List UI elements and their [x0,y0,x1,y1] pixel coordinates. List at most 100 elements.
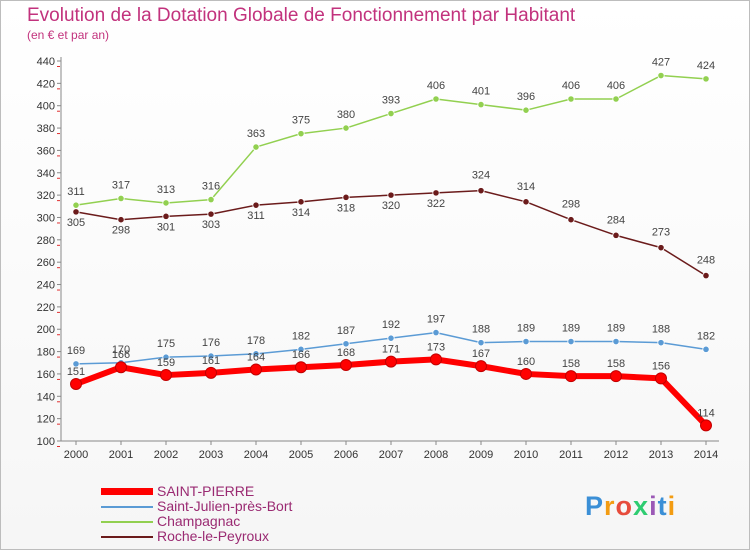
x-tick-label: 2013 [649,449,673,461]
data-label: 169 [67,345,85,357]
y-tick-label: 220 [37,302,55,314]
data-label: 167 [472,348,490,360]
data-label: 375 [292,115,310,127]
data-point [612,337,620,346]
data-label: 166 [292,349,310,361]
data-point [297,198,305,206]
legend-label: Saint-Julien-près-Bort [157,498,293,514]
data-label: 182 [292,330,310,342]
legend-item: Saint-Julien-près-Bort [101,499,292,514]
legend-label: Roche-le-Peyroux [157,528,270,544]
data-label: 427 [652,57,670,69]
y-tick-label: 160 [37,369,55,381]
data-point [207,352,215,360]
data-label: 305 [67,217,85,229]
logo-letter: r [604,491,616,521]
data-point [117,194,125,203]
data-point [162,353,170,361]
data-label: 159 [157,357,175,369]
data-label: 160 [517,356,535,368]
y-tick-label: 380 [37,123,55,135]
chart-title: Evolution de la Dotation Globale de Fonc… [27,5,576,26]
data-label: 187 [337,325,355,337]
data-label: 158 [562,358,580,370]
data-label: 166 [112,349,130,361]
legend-swatch [101,535,153,538]
data-point [565,370,577,383]
data-point [162,212,170,220]
logo-letter: x [633,491,650,521]
legend-swatch [101,520,153,523]
x-tick-label: 2003 [199,449,223,461]
legend-item: Roche-le-Peyroux [101,529,292,544]
legend-label: Champagnac [157,513,241,529]
data-point [522,106,530,114]
data-point [297,130,305,138]
data-label: 171 [382,344,400,356]
logo-letter: o [615,491,634,521]
data-point [252,350,260,358]
data-label: 178 [247,335,265,347]
data-label: 301 [157,221,175,233]
data-point [205,366,217,379]
data-label: 322 [427,198,445,210]
data-label: 189 [517,323,535,335]
data-point [117,216,125,224]
data-point [432,189,440,197]
data-label: 424 [697,60,715,72]
chart-subtitle: (en € et par an) [27,28,110,42]
data-label: 170 [112,344,130,356]
data-point [432,328,440,337]
data-label: 197 [427,314,445,326]
legend-item: Champagnac [101,514,292,529]
data-point [522,337,530,346]
legend: SAINT-PIERRE Saint-Julien-près-Bort Champa… [101,484,292,544]
data-point [657,339,665,347]
data-label: 401 [472,86,490,98]
y-tick-label: 320 [37,190,55,202]
data-label: 303 [202,219,220,231]
data-point [252,201,260,209]
x-tick-label: 2014 [694,449,718,461]
data-point [387,334,395,342]
data-label: 273 [652,227,670,239]
data-point [430,353,442,366]
y-tick-label: 420 [37,78,55,90]
data-point [342,193,350,201]
legend-label: SAINT-PIERRE [157,483,255,499]
x-tick-label: 2012 [604,449,628,461]
data-point [520,367,532,380]
data-point [162,199,170,207]
y-tick-label: 440 [37,56,55,68]
data-point [387,191,395,199]
data-point [207,210,215,218]
data-label: 182 [697,330,715,342]
data-point [657,71,665,80]
x-tick-label: 2007 [379,449,403,461]
data-point [252,143,260,151]
data-point [702,75,710,83]
data-point [612,231,620,239]
data-label: 189 [607,323,625,335]
proxiti-logo: Proxiti [585,491,676,522]
legend-item: SAINT-PIERRE [101,484,292,499]
data-point [477,339,485,347]
data-label: 151 [67,366,85,378]
data-point [72,208,80,216]
data-point [567,216,575,224]
data-label: 298 [112,225,130,237]
data-label: 406 [607,80,625,92]
x-tick-label: 2005 [289,449,313,461]
data-label: 311 [67,186,85,198]
data-point [342,124,350,132]
y-tick-label: 100 [37,436,55,448]
data-label: 313 [157,184,175,196]
data-point [295,361,307,374]
data-label: 316 [202,181,220,193]
y-tick-label: 140 [37,391,55,403]
data-label: 406 [562,80,580,92]
x-tick-label: 2004 [244,449,268,461]
logo-letter: P [585,491,605,521]
